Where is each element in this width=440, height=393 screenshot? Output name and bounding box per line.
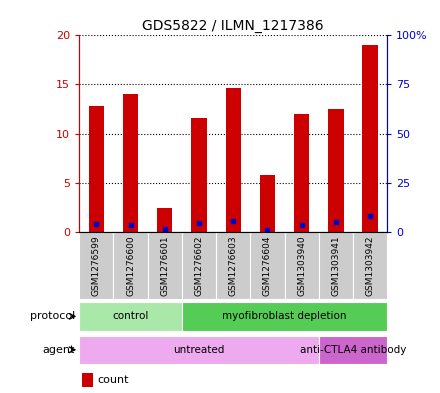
Bar xyxy=(353,232,387,299)
Text: GSM1303941: GSM1303941 xyxy=(331,235,341,296)
Bar xyxy=(82,373,93,387)
Title: GDS5822 / ILMN_1217386: GDS5822 / ILMN_1217386 xyxy=(143,19,324,33)
Bar xyxy=(79,336,319,364)
Text: GSM1276603: GSM1276603 xyxy=(229,235,238,296)
Text: GSM1303942: GSM1303942 xyxy=(366,235,374,296)
Bar xyxy=(285,232,319,299)
Bar xyxy=(216,232,250,299)
Bar xyxy=(319,232,353,299)
Bar xyxy=(250,232,285,299)
Bar xyxy=(123,94,138,232)
Bar xyxy=(191,118,207,232)
Text: GSM1276601: GSM1276601 xyxy=(160,235,169,296)
Bar xyxy=(114,232,148,299)
Text: count: count xyxy=(98,375,129,386)
Text: protocol: protocol xyxy=(29,311,75,321)
Bar xyxy=(157,208,172,232)
Bar xyxy=(260,175,275,232)
Bar xyxy=(328,109,344,232)
Text: GSM1303940: GSM1303940 xyxy=(297,235,306,296)
Bar xyxy=(79,302,182,331)
Bar xyxy=(363,45,378,232)
Bar xyxy=(88,106,104,232)
Text: myofibroblast depletion: myofibroblast depletion xyxy=(222,311,347,321)
Text: anti-CTLA4 antibody: anti-CTLA4 antibody xyxy=(300,345,406,355)
Text: GSM1276599: GSM1276599 xyxy=(92,235,101,296)
Bar xyxy=(79,232,114,299)
Bar xyxy=(319,336,387,364)
Bar xyxy=(148,232,182,299)
Text: GSM1276600: GSM1276600 xyxy=(126,235,135,296)
Bar xyxy=(294,114,309,232)
Text: GSM1276604: GSM1276604 xyxy=(263,235,272,296)
Text: control: control xyxy=(112,311,149,321)
Bar xyxy=(182,232,216,299)
Bar xyxy=(182,302,387,331)
Text: untreated: untreated xyxy=(173,345,225,355)
Bar xyxy=(225,88,241,232)
Text: agent: agent xyxy=(42,345,75,355)
Text: GSM1276602: GSM1276602 xyxy=(194,235,203,296)
